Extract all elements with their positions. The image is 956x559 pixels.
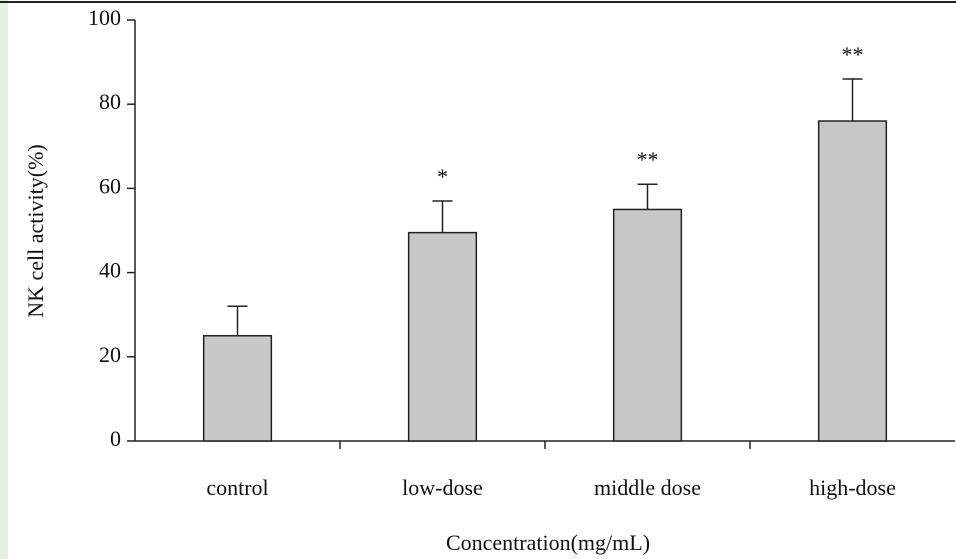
bar (202, 335, 273, 442)
y-tick-label: 80 (99, 89, 121, 114)
x-axis-label: Concentration(mg/mL) (446, 530, 650, 555)
y-tick-label: 60 (99, 173, 121, 198)
left-strip (0, 0, 8, 559)
x-tick-label: middle dose (594, 475, 701, 500)
x-tick-label: low-dose (402, 475, 483, 500)
significance-label: * (437, 164, 448, 189)
significance-label: ** (637, 147, 659, 172)
y-tick-label: 40 (99, 258, 121, 283)
bar (612, 208, 683, 442)
y-tick-label: 100 (88, 5, 121, 30)
bar (407, 231, 478, 442)
y-tick-label: 0 (110, 426, 121, 451)
y-tick-label: 20 (99, 342, 121, 367)
x-tick-label: high-dose (809, 475, 896, 500)
y-axis-label: NK cell activity(%) (23, 144, 48, 318)
x-tick-label: control (206, 475, 268, 500)
significance-label: ** (842, 42, 864, 67)
bar (817, 120, 888, 442)
